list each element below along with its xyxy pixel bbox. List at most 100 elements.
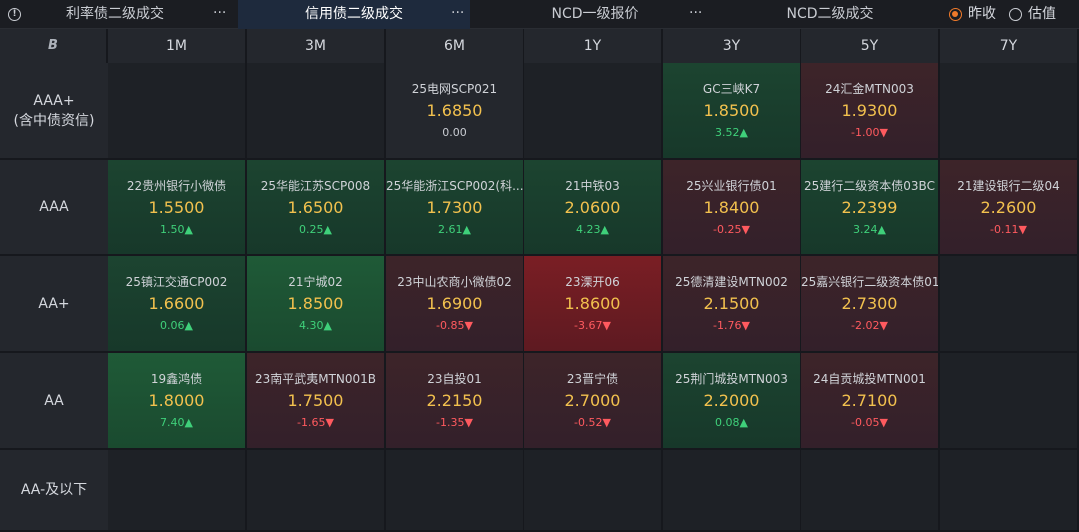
bond-yield: 2.7100 [841, 391, 898, 410]
bond-cell[interactable]: 23南平武夷MTN001B 1.7500 -1.65▼ [247, 353, 386, 450]
empty-cell [386, 450, 525, 532]
column-header-3m: 3M [247, 29, 386, 63]
tab-ncd-primary[interactable]: NCD一级报价 [551, 6, 639, 22]
bond-change: 0.00 [442, 126, 467, 139]
row-header: AA [0, 353, 108, 450]
empty-cell [940, 450, 1079, 532]
column-header-5y: 5Y [801, 29, 940, 63]
bond-yield: 1.5500 [148, 198, 205, 217]
bond-cell[interactable]: 22贵州银行小微债 1.5500 1.50▲ [108, 160, 247, 256]
bond-cell[interactable]: 23晋宁债 2.7000 -0.52▼ [524, 353, 663, 450]
bond-yield: 1.6500 [287, 198, 344, 217]
bond-change: 4.23▲ [576, 223, 609, 236]
bond-cell[interactable]: 19鑫鸿债 1.8000 7.40▲ [108, 353, 247, 450]
radio-prev-close-label[interactable]: 昨收 [968, 6, 996, 22]
bond-cell[interactable]: GC三峡K7 1.8500 3.52▲ [663, 63, 802, 160]
bond-change: -0.11▼ [990, 223, 1027, 236]
bond-cell[interactable]: 25德清建设MTN002 2.1500 -1.76▼ [663, 256, 802, 353]
bond-name: 23南平武夷MTN001B [254, 372, 377, 386]
bond-change: 0.08▲ [715, 416, 748, 429]
bond-name: 21中铁03 [565, 179, 620, 193]
row-header: AAA+ (含中债资信) [0, 63, 108, 160]
row-header: AA+ [0, 256, 108, 353]
column-header-3y: 3Y [663, 29, 802, 63]
bond-cell[interactable]: 25嘉兴银行二级资本债01 2.7300 -2.02▼ [801, 256, 940, 353]
bond-cell[interactable]: 25镇江交通CP002 1.6600 0.06▲ [108, 256, 247, 353]
bond-cell[interactable]: 25电网SCP021 1.6850 0.00 [386, 63, 525, 160]
bond-cell[interactable]: 24汇金MTN003 1.9300 -1.00▼ [801, 63, 940, 160]
bond-change: 3.52▲ [715, 126, 748, 139]
bond-yield: 1.7500 [287, 391, 344, 410]
bond-yield: 2.2000 [703, 391, 760, 410]
bond-yield: 1.8400 [703, 198, 760, 217]
bond-name: 21宁城02 [288, 275, 343, 289]
bond-cell[interactable]: 23中山农商小微债02 1.6900 -0.85▼ [386, 256, 525, 353]
column-header-7y: 7Y [940, 29, 1079, 63]
bond-yield: 1.8500 [703, 101, 760, 120]
bond-cell[interactable]: 24自贡城投MTN001 2.7100 -0.05▼ [801, 353, 940, 450]
tab-credit-secondary-label: 信用债二级成交 [305, 6, 403, 22]
bond-cell[interactable]: 25兴业银行债01 1.8400 -0.25▼ [663, 160, 802, 256]
empty-cell [940, 353, 1079, 450]
empty-cell [940, 256, 1079, 353]
bond-name: 21建设银行二级04 [957, 179, 1060, 193]
bond-yield: 2.0600 [564, 198, 621, 217]
bond-cell[interactable]: 25华能江苏SCP008 1.6500 0.25▲ [247, 160, 386, 256]
bond-change: -2.02▼ [851, 319, 888, 332]
bond-cell[interactable]: 23溧开06 1.8600 -3.67▼ [524, 256, 663, 353]
tab-ncd-secondary[interactable]: NCD二级成交 [786, 6, 874, 22]
bond-cell[interactable]: 21建设银行二级04 2.2600 -0.11▼ [940, 160, 1079, 256]
bond-cell[interactable]: 21宁城02 1.8500 4.30▲ [247, 256, 386, 353]
bond-yield: 2.2150 [426, 391, 483, 410]
empty-cell [108, 63, 247, 160]
bond-yield: 1.7300 [426, 198, 483, 217]
bond-cell[interactable]: 25荆门城投MTN003 2.2000 0.08▲ [663, 353, 802, 450]
radio-prev-close[interactable] [949, 8, 962, 21]
info-icon[interactable]: ! [8, 8, 21, 21]
bond-cell[interactable]: 21中铁03 2.0600 4.23▲ [524, 160, 663, 256]
bond-yield: 1.8000 [148, 391, 205, 410]
tab-rates-secondary[interactable]: 利率债二级成交 [66, 6, 164, 22]
bond-cell[interactable]: 25华能浙江SCP002(科... 1.7300 2.61▲ [386, 160, 525, 256]
bond-change: -0.52▼ [574, 416, 611, 429]
row-header: AA-及以下 [0, 450, 108, 532]
bond-change: -0.85▼ [436, 319, 473, 332]
bond-change: 2.61▲ [438, 223, 471, 236]
bond-yield: 2.7000 [564, 391, 621, 410]
bond-change: 4.30▲ [299, 319, 332, 332]
empty-cell [663, 450, 802, 532]
bond-change: 0.25▲ [299, 223, 332, 236]
bond-cell[interactable]: 23自投01 2.2150 -1.35▼ [386, 353, 525, 450]
radio-valuation-label[interactable]: 估值 [1028, 6, 1056, 22]
bond-change: 0.06▲ [160, 319, 193, 332]
bond-yield: 2.7300 [841, 294, 898, 313]
bond-name: 25电网SCP021 [411, 82, 498, 96]
bond-name: 25华能浙江SCP002(科... [386, 179, 523, 193]
more-icon[interactable]: ··· [689, 5, 703, 21]
bond-name: 24汇金MTN003 [825, 82, 914, 96]
bond-change: -1.76▼ [713, 319, 750, 332]
empty-cell [108, 450, 247, 532]
bond-change: 7.40▲ [160, 416, 193, 429]
more-icon[interactable]: ··· [213, 5, 227, 21]
bond-name: 25华能江苏SCP008 [260, 179, 371, 193]
bond-name: 25嘉兴银行二级资本债01 [801, 275, 938, 289]
bond-yield: 1.8600 [564, 294, 621, 313]
empty-cell [247, 450, 386, 532]
bond-yield: 2.2600 [980, 198, 1037, 217]
bond-name: 23晋宁债 [566, 372, 619, 386]
bond-cell[interactable]: 25建行二级资本债03BC 2.2399 3.24▲ [801, 160, 940, 256]
bond-name: 23自投01 [427, 372, 482, 386]
bond-change: 1.50▲ [160, 223, 193, 236]
bond-name: 25兴业银行债01 [686, 179, 777, 193]
brand-logo: B [0, 29, 108, 63]
top-tab-bar: ! 利率债二级成交 ··· 信用债二级成交 ··· NCD一级报价 ··· NC… [0, 0, 1079, 29]
bond-yield: 1.6900 [426, 294, 483, 313]
bond-name: 22贵州银行小微债 [126, 179, 227, 193]
more-icon[interactable]: ··· [451, 5, 465, 21]
bond-yield: 1.9300 [841, 101, 898, 120]
bond-name: 25德清建设MTN002 [675, 275, 788, 289]
radio-valuation[interactable] [1009, 8, 1022, 21]
tab-credit-secondary[interactable]: 信用债二级成交 [238, 0, 470, 29]
bond-name: 23中山农商小微债02 [397, 275, 512, 289]
